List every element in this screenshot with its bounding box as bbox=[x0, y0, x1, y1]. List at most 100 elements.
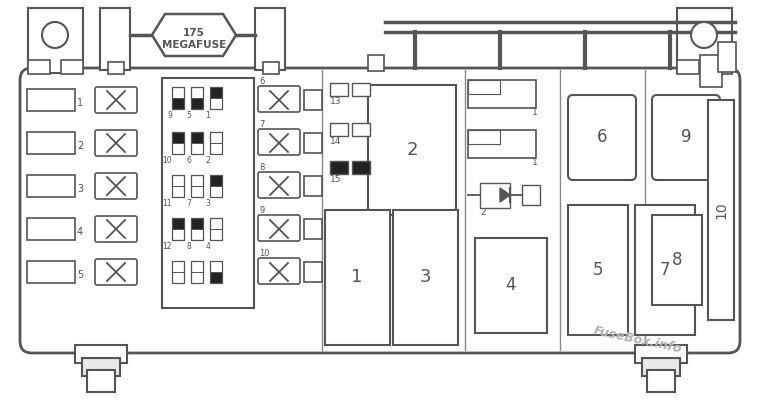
Bar bbox=[210, 87, 222, 98]
Bar bbox=[255, 8, 285, 70]
Text: 2: 2 bbox=[407, 141, 418, 159]
FancyBboxPatch shape bbox=[95, 130, 137, 156]
FancyBboxPatch shape bbox=[258, 86, 300, 112]
Bar bbox=[172, 143, 184, 154]
Bar bbox=[100, 8, 130, 70]
Text: 1: 1 bbox=[351, 268, 363, 286]
Bar bbox=[210, 132, 222, 154]
Text: 6: 6 bbox=[259, 77, 264, 86]
Text: 4: 4 bbox=[505, 276, 516, 294]
Bar bbox=[191, 87, 203, 98]
Text: 9: 9 bbox=[259, 206, 264, 215]
Text: 9: 9 bbox=[681, 128, 692, 146]
Bar bbox=[352, 83, 370, 96]
Bar bbox=[210, 261, 222, 283]
FancyBboxPatch shape bbox=[568, 95, 636, 180]
Bar bbox=[75, 345, 127, 363]
Bar bbox=[87, 370, 115, 392]
Bar bbox=[172, 261, 184, 272]
Bar bbox=[710, 60, 732, 74]
Text: 2: 2 bbox=[480, 208, 486, 217]
Bar bbox=[330, 161, 348, 174]
Bar bbox=[304, 90, 322, 110]
Text: 3: 3 bbox=[77, 184, 83, 194]
Bar bbox=[191, 272, 203, 283]
Bar bbox=[191, 229, 203, 240]
Text: 1: 1 bbox=[77, 98, 83, 108]
Bar bbox=[191, 132, 203, 143]
Text: 5: 5 bbox=[77, 270, 84, 280]
Text: 175
MEGAFUSE: 175 MEGAFUSE bbox=[162, 28, 226, 50]
Bar bbox=[210, 218, 222, 229]
FancyBboxPatch shape bbox=[95, 259, 137, 285]
Bar bbox=[468, 130, 500, 144]
Bar bbox=[172, 132, 184, 154]
Bar bbox=[568, 205, 628, 335]
Bar bbox=[393, 210, 458, 345]
Bar bbox=[647, 370, 675, 392]
Bar bbox=[304, 262, 322, 282]
Bar bbox=[325, 210, 390, 345]
Bar bbox=[210, 186, 222, 197]
Bar bbox=[475, 238, 547, 333]
Bar bbox=[191, 218, 203, 240]
Bar bbox=[263, 62, 279, 74]
Bar bbox=[368, 85, 456, 215]
Bar bbox=[352, 161, 370, 174]
Bar bbox=[304, 219, 322, 239]
Bar bbox=[27, 89, 75, 111]
Circle shape bbox=[691, 22, 717, 48]
Bar bbox=[210, 98, 222, 109]
Bar bbox=[172, 218, 184, 240]
Bar bbox=[28, 8, 83, 73]
Bar bbox=[210, 132, 222, 143]
Text: 10: 10 bbox=[259, 249, 270, 258]
Bar bbox=[172, 272, 184, 283]
Text: 5: 5 bbox=[593, 261, 603, 279]
Text: 9: 9 bbox=[167, 111, 172, 120]
FancyBboxPatch shape bbox=[258, 215, 300, 241]
Text: 7: 7 bbox=[259, 120, 264, 129]
Bar bbox=[210, 175, 222, 197]
Bar bbox=[468, 80, 536, 108]
Bar bbox=[172, 132, 184, 143]
Bar bbox=[330, 123, 348, 136]
Bar bbox=[210, 218, 222, 240]
Bar bbox=[635, 345, 687, 363]
Bar bbox=[635, 205, 695, 335]
Bar bbox=[28, 60, 50, 74]
Text: 3: 3 bbox=[420, 268, 431, 286]
Bar bbox=[191, 175, 203, 186]
Bar bbox=[210, 272, 222, 283]
Bar bbox=[468, 80, 500, 94]
FancyBboxPatch shape bbox=[258, 258, 300, 284]
Text: 2: 2 bbox=[77, 141, 84, 151]
Bar bbox=[352, 123, 370, 136]
Text: 11: 11 bbox=[163, 199, 172, 208]
Bar bbox=[27, 175, 75, 197]
FancyBboxPatch shape bbox=[652, 95, 720, 180]
Bar bbox=[191, 87, 203, 109]
Bar bbox=[652, 215, 702, 305]
Text: FuseBox.info: FuseBox.info bbox=[593, 324, 683, 356]
Bar bbox=[642, 358, 680, 376]
Bar bbox=[210, 87, 222, 109]
Text: 15: 15 bbox=[330, 175, 341, 184]
Text: 12: 12 bbox=[163, 242, 172, 251]
Text: 7: 7 bbox=[186, 199, 191, 208]
FancyBboxPatch shape bbox=[95, 87, 137, 113]
Bar bbox=[210, 229, 222, 240]
Bar bbox=[480, 183, 510, 208]
FancyBboxPatch shape bbox=[258, 172, 300, 198]
Polygon shape bbox=[500, 188, 510, 202]
Text: 8: 8 bbox=[259, 163, 264, 172]
Bar bbox=[191, 186, 203, 197]
Bar bbox=[304, 176, 322, 196]
Text: 6: 6 bbox=[186, 156, 191, 165]
Text: 10: 10 bbox=[714, 201, 728, 219]
Bar bbox=[191, 132, 203, 154]
Bar bbox=[191, 175, 203, 197]
Bar bbox=[172, 87, 184, 98]
Text: 1: 1 bbox=[532, 108, 538, 117]
Bar bbox=[61, 60, 83, 74]
